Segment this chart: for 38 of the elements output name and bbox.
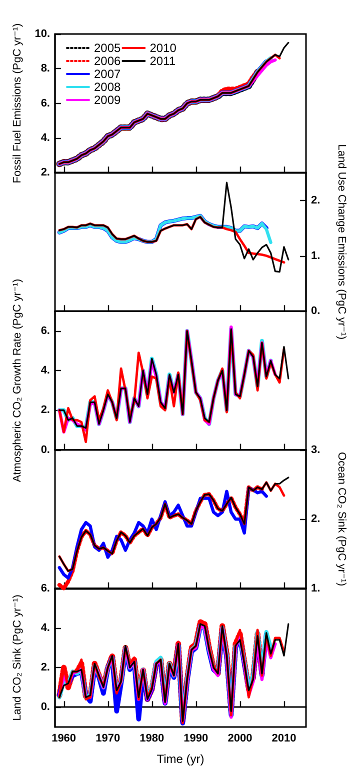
legend-label: 2010 — [150, 41, 177, 55]
legend-label: 2006 — [94, 54, 122, 68]
y-axis-title: Ocean CO₂ Sink (PgC yr⁻¹) — [336, 452, 348, 586]
legend-label: 2008 — [94, 80, 122, 94]
y-tick-label: 0. — [311, 305, 320, 318]
y-tick-label: 4. — [40, 364, 50, 377]
y-tick-label: 6. — [40, 582, 50, 594]
y-tick-label: 4. — [40, 622, 50, 634]
legend-label: 2009 — [94, 93, 122, 107]
x-tick-label: 2010 — [272, 732, 296, 744]
y-tick-label: 1. — [311, 250, 320, 262]
y-tick-label: 2. — [40, 166, 50, 179]
y-axis-title: Atmospheric CO₂ Growth Rate (PgC yr⁻¹) — [12, 278, 24, 482]
y-tick-label: 4. — [40, 132, 50, 144]
y-tick-label: 2. — [311, 194, 320, 206]
y-tick-label: 2. — [311, 513, 320, 526]
x-tick-label: 1990 — [184, 732, 208, 744]
y-tick-label: 2. — [40, 662, 50, 674]
y-tick-label: 6. — [40, 325, 50, 337]
y-axis-title: Fossil Fuel Emissions (PgC yr⁻¹) — [12, 23, 24, 184]
y-tick-label: 0. — [40, 444, 50, 456]
x-tick-label: 2000 — [228, 732, 252, 744]
y-tick-label: 1. — [311, 582, 320, 594]
x-tick-label: 1970 — [96, 732, 120, 744]
y-tick-label: 6. — [40, 97, 50, 110]
legend-label: 2007 — [94, 67, 122, 81]
y-tick-label: 0. — [40, 701, 50, 714]
x-tick-label: 1960 — [52, 732, 76, 744]
x-axis-title: Time (yr) — [156, 752, 204, 766]
y-tick-label: 2. — [40, 404, 50, 416]
legend-label: 2005 — [94, 41, 122, 55]
y-tick-label: 10. — [34, 28, 50, 40]
y-axis-title: Land Use Change Emissions (PgC yr⁻¹) — [336, 144, 348, 340]
y-tick-label: 8. — [40, 62, 50, 75]
x-tick-label: 1980 — [140, 732, 164, 744]
y-tick-label: 3. — [311, 444, 320, 456]
y-axis-title: Land CO₂ Sink (PgC yr⁻¹) — [12, 594, 24, 721]
legend-label: 2011 — [150, 54, 176, 68]
